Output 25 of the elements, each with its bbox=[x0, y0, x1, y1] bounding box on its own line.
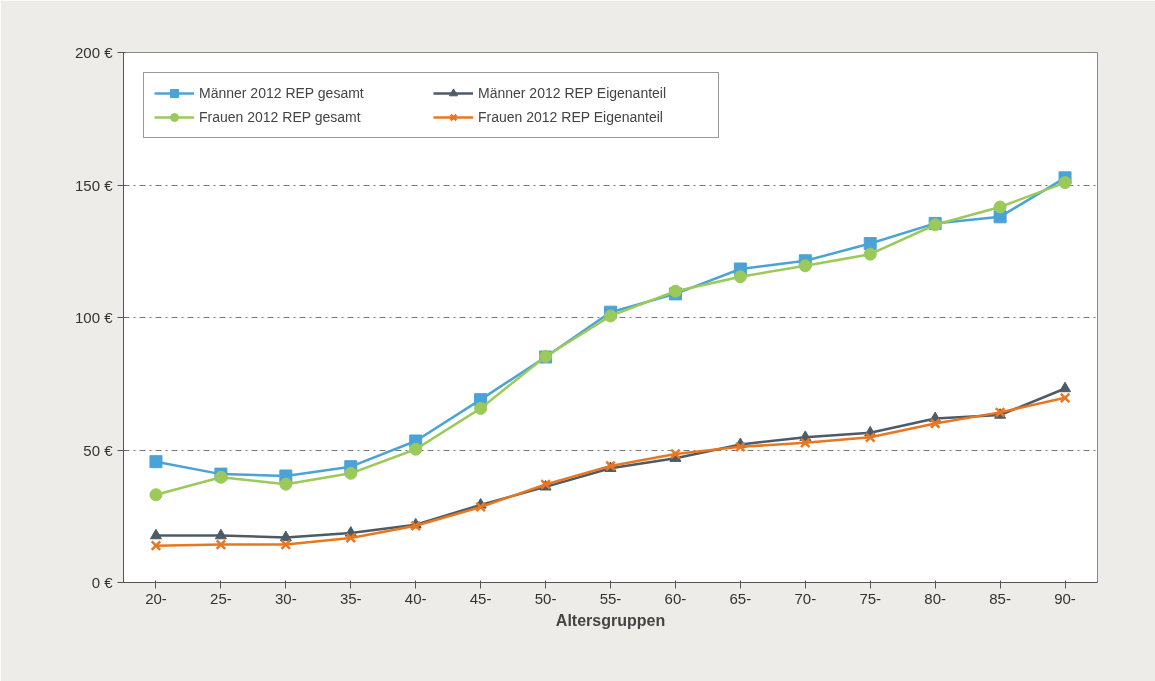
x-tick-label: 25- bbox=[210, 589, 232, 607]
y-tick-label: 0 € bbox=[91, 574, 114, 591]
x-tick-label: 35- bbox=[339, 589, 362, 607]
legend-label: Frauen 2012 REP gesamt bbox=[199, 109, 362, 125]
legend-label: Frauen 2012 REP Eigenanteil bbox=[478, 109, 664, 125]
legend-label: Männer 2012 REP Eigenanteil bbox=[478, 85, 668, 101]
legend-label: Männer 2012 REP gesamt bbox=[199, 85, 365, 101]
x-tick-label: 50- bbox=[534, 589, 557, 607]
x-tick-label: 60- bbox=[664, 589, 687, 607]
x-tick-label: 55- bbox=[599, 589, 622, 607]
y-tick-label: 50 € bbox=[83, 441, 114, 459]
x-tick-label: 30- bbox=[274, 589, 297, 607]
x-tick-label: 90- bbox=[1054, 589, 1076, 607]
x-axis-title: Altersgruppen bbox=[555, 611, 666, 629]
x-tick-label: 75- bbox=[859, 589, 882, 607]
x-tick-label: 85- bbox=[989, 589, 1011, 607]
x-tick-label: 20- bbox=[145, 589, 167, 607]
x-tick-label: 65- bbox=[729, 589, 752, 607]
x-tick-label: 70- bbox=[794, 589, 817, 607]
y-tick-label: 150 € bbox=[74, 176, 114, 194]
y-tick-label: 100 € bbox=[74, 309, 114, 326]
y-tick-label: 200 € bbox=[74, 44, 114, 61]
x-tick-label: 45- bbox=[469, 589, 492, 607]
x-tick-label: 40- bbox=[404, 589, 427, 607]
x-tick-label: 80- bbox=[924, 589, 947, 607]
